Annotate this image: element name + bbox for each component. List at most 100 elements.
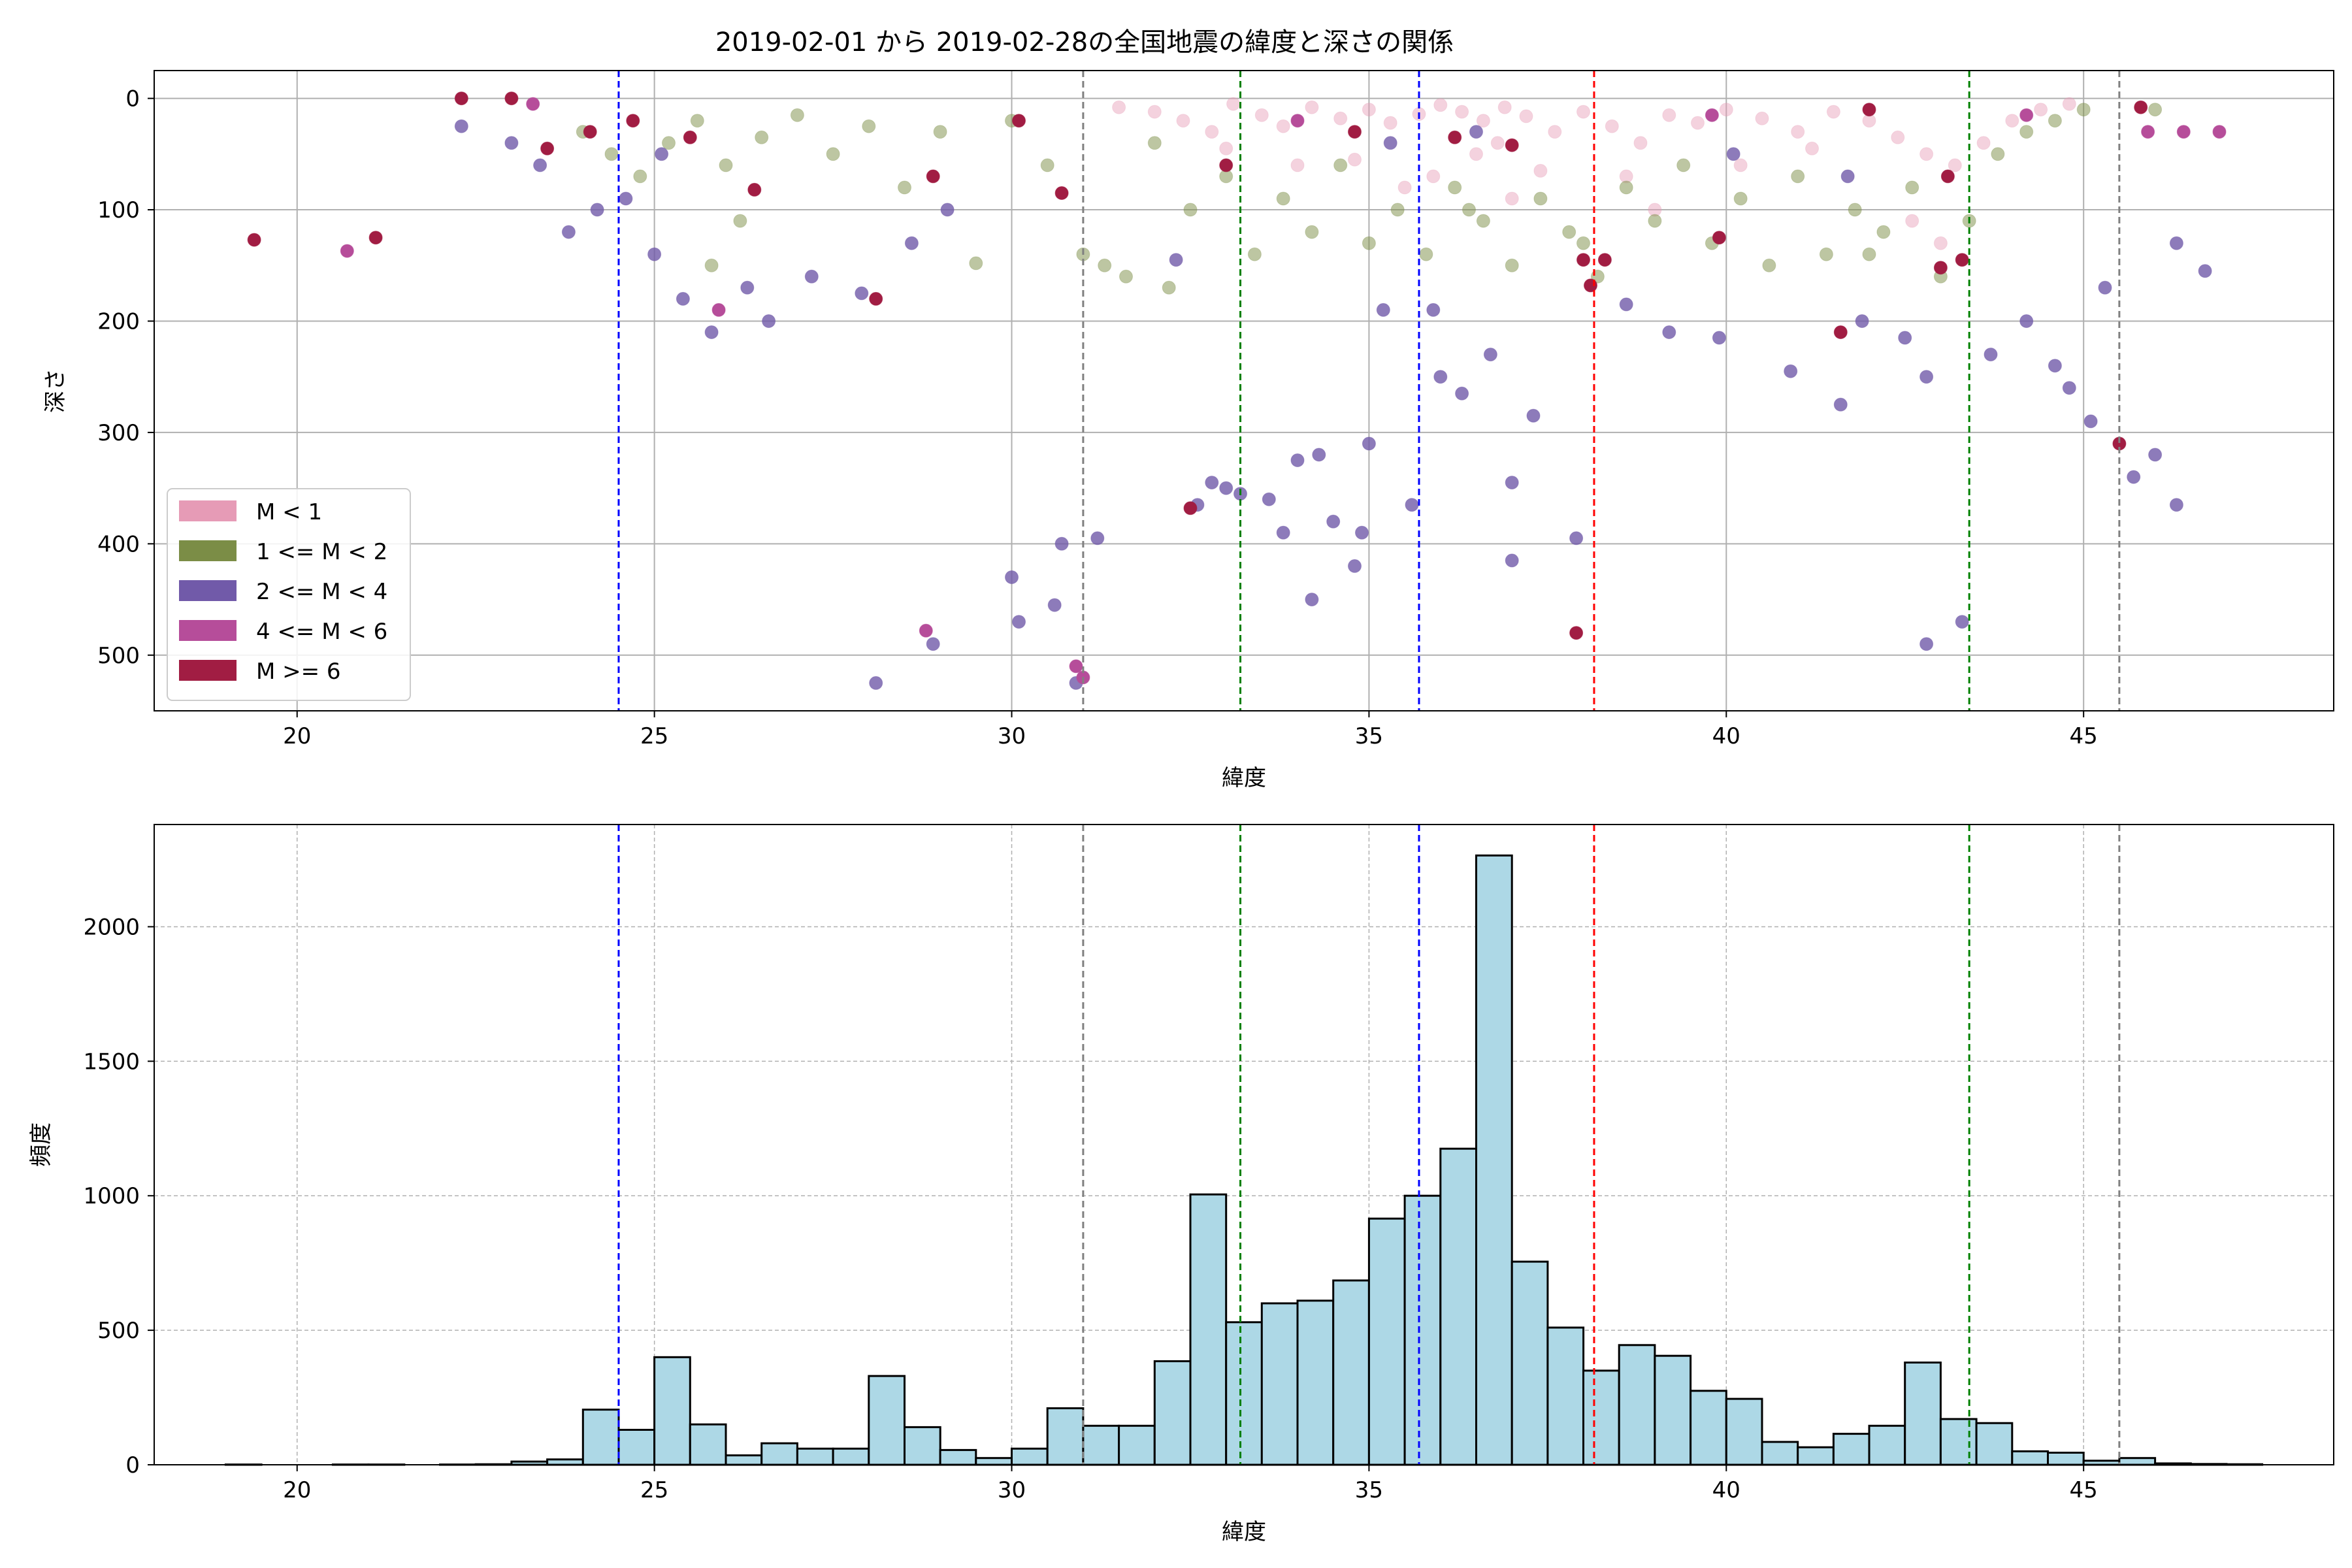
scatter-point bbox=[1505, 476, 1519, 490]
scatter-point bbox=[2198, 264, 2212, 278]
scatter-point bbox=[1348, 125, 1362, 139]
legend-swatch bbox=[179, 660, 237, 681]
scatter-point bbox=[826, 147, 840, 161]
scatter-point bbox=[1455, 105, 1469, 119]
scatter-x-ticks: 20 25 30 35 40 45 bbox=[283, 711, 2098, 749]
histogram-x-axis-label: 緯度 bbox=[1222, 1519, 1266, 1545]
scatter-point bbox=[1012, 114, 1026, 128]
legend-item: M < 1 bbox=[179, 499, 322, 525]
legend-item: 1 <= M < 2 bbox=[179, 539, 387, 565]
scatter-point bbox=[662, 136, 676, 150]
histogram-bar bbox=[1904, 1362, 1942, 1466]
scatter-point bbox=[755, 130, 769, 144]
histogram-bar bbox=[689, 1423, 727, 1466]
scatter-point bbox=[1455, 386, 1469, 400]
scatter-point bbox=[1833, 397, 1848, 412]
scatter-point bbox=[1448, 180, 1462, 195]
histogram-x-tick-label: 20 bbox=[283, 1477, 311, 1503]
scatter-point bbox=[633, 169, 647, 184]
scatter-point bbox=[1505, 258, 1519, 272]
scatter-point bbox=[533, 158, 547, 172]
scatter-points bbox=[247, 91, 2227, 690]
scatter-x-tick-label: 35 bbox=[1355, 723, 1383, 749]
scatter-x-tick-label: 25 bbox=[640, 723, 668, 749]
scatter-point bbox=[711, 302, 726, 317]
histogram-y-ticks: 0 500 1000 1500 2000 bbox=[83, 914, 154, 1478]
histogram-bar bbox=[617, 1429, 656, 1466]
scatter-point bbox=[1305, 225, 1319, 239]
histogram-bar bbox=[1868, 1424, 1906, 1466]
scatter-point bbox=[1919, 637, 1934, 651]
scatter-point bbox=[604, 147, 619, 161]
scatter-point bbox=[1362, 436, 1376, 451]
scatter-point bbox=[1462, 203, 1476, 217]
scatter-y-ticks: 0 100 200 300 400 500 bbox=[97, 86, 154, 669]
scatter-point bbox=[1047, 598, 1062, 612]
scatter-point bbox=[1919, 147, 1934, 161]
scatter-point bbox=[2212, 125, 2227, 139]
histogram-bar bbox=[1046, 1407, 1085, 1466]
histogram-bar bbox=[939, 1448, 977, 1466]
scatter-point bbox=[747, 182, 762, 197]
scatter-point bbox=[1826, 105, 1840, 119]
scatter-point bbox=[1597, 253, 1612, 267]
scatter-point bbox=[1569, 531, 1584, 546]
histogram-bar bbox=[1654, 1354, 1692, 1466]
scatter-point bbox=[2083, 414, 2098, 429]
scatter-point bbox=[1891, 130, 1905, 144]
scatter-point bbox=[1390, 203, 1405, 217]
histogram-bar bbox=[1832, 1433, 1870, 1466]
scatter-point bbox=[1405, 498, 1419, 512]
scatter-point bbox=[1605, 119, 1619, 133]
scatter-point bbox=[2169, 498, 2183, 512]
scatter-point bbox=[1362, 103, 1376, 117]
scatter-point bbox=[1855, 314, 1869, 328]
scatter-point bbox=[690, 114, 704, 128]
scatter-point bbox=[1290, 158, 1305, 172]
histogram-bar bbox=[1189, 1193, 1228, 1466]
scatter-plot-background bbox=[154, 71, 2334, 711]
histogram-bar bbox=[1975, 1422, 2014, 1466]
scatter-point bbox=[526, 97, 540, 111]
scatter-point bbox=[969, 256, 983, 270]
histogram-bars bbox=[224, 854, 2264, 1466]
scatter-point bbox=[1147, 105, 1162, 119]
scatter-point bbox=[1726, 147, 1740, 161]
histogram-bar bbox=[975, 1457, 1013, 1466]
scatter-point bbox=[740, 280, 755, 295]
scatter-point bbox=[804, 269, 819, 284]
scatter-point bbox=[2141, 125, 2155, 139]
scatter-point bbox=[1933, 261, 1948, 275]
scatter-series bbox=[247, 91, 2148, 640]
scatter-point bbox=[1476, 214, 1490, 228]
histogram-bar bbox=[2011, 1450, 2050, 1466]
scatter-point bbox=[1119, 269, 1133, 284]
legend-item: M >= 6 bbox=[179, 659, 341, 685]
histogram-bar bbox=[1153, 1360, 1192, 1466]
scatter-y-tick-label: 200 bbox=[97, 308, 140, 335]
histogram-x-ticks: 20 25 30 35 40 45 bbox=[283, 1465, 2098, 1503]
scatter-point bbox=[1662, 108, 1676, 122]
scatter-point bbox=[762, 314, 776, 328]
scatter-point bbox=[1483, 348, 1497, 362]
histogram-bar bbox=[546, 1458, 584, 1466]
scatter-point bbox=[2034, 103, 2048, 117]
scatter-point bbox=[862, 119, 876, 133]
scatter-point bbox=[647, 247, 662, 261]
scatter-point bbox=[2176, 125, 2191, 139]
scatter-point bbox=[1169, 253, 1183, 267]
scatter-point bbox=[2062, 97, 2076, 111]
scatter-point bbox=[1497, 100, 1512, 114]
scatter-point bbox=[368, 231, 383, 245]
scatter-point bbox=[1383, 136, 1397, 150]
histogram-y-tick-label: 1500 bbox=[83, 1049, 140, 1075]
scatter-point bbox=[1633, 136, 1648, 150]
scatter-point bbox=[1619, 180, 1633, 195]
scatter-series bbox=[1112, 97, 2076, 250]
scatter-point bbox=[1791, 125, 1805, 139]
scatter-y-tick-label: 500 bbox=[97, 643, 140, 669]
histogram-bar bbox=[796, 1447, 834, 1466]
scatter-point bbox=[919, 623, 933, 638]
scatter-point bbox=[2005, 114, 2019, 128]
